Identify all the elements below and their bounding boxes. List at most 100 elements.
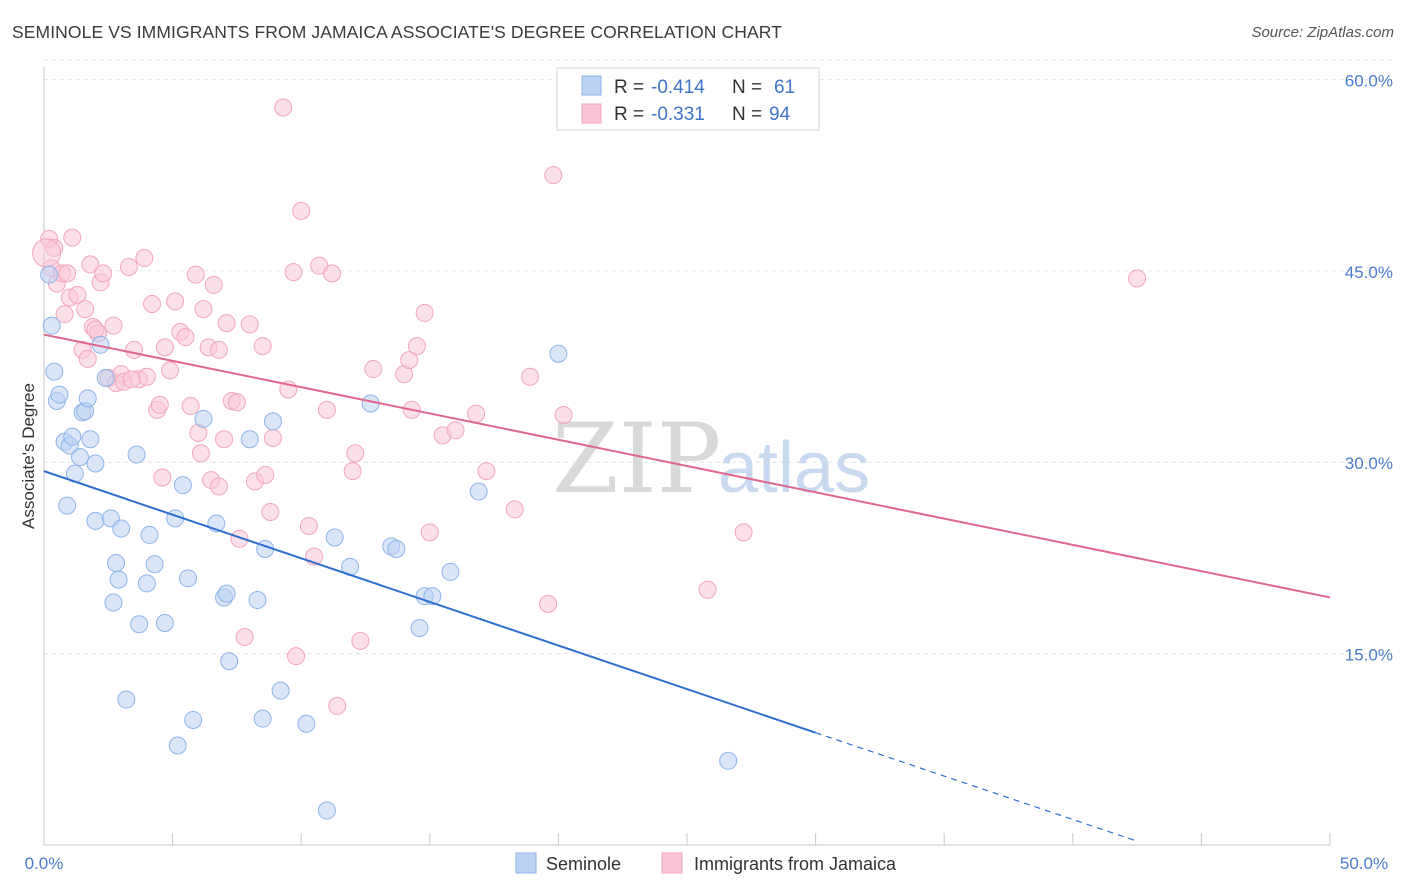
y-tick-labels: 15.0% 30.0% 45.0% 60.0% [1345, 71, 1393, 664]
data-point [719, 751, 738, 770]
watermark-atlas: atlas [718, 428, 870, 508]
data-point [1128, 269, 1147, 288]
data-point [194, 300, 213, 319]
data-point [184, 710, 203, 729]
data-point [271, 681, 290, 700]
data-point [227, 393, 246, 412]
data-point [410, 619, 429, 638]
data-point [76, 300, 95, 319]
data-point [467, 404, 486, 423]
data-point [299, 517, 318, 535]
chart-source: Source: ZipAtlas.com [1251, 24, 1394, 41]
data-point [284, 263, 303, 282]
data-point [230, 529, 249, 548]
data-point [441, 562, 460, 581]
data-point [96, 368, 115, 387]
data-point [63, 427, 82, 446]
data-point [45, 362, 64, 381]
data-point [256, 465, 275, 484]
data-point [107, 554, 126, 573]
data-point [248, 591, 267, 610]
data-point [263, 428, 282, 447]
y-tick-label: 30.0% [1345, 454, 1393, 473]
data-point [58, 496, 77, 515]
data-point [143, 294, 162, 313]
data-point [50, 385, 69, 404]
data-point [235, 628, 254, 647]
legend-n-jamaica: 94 [769, 104, 791, 125]
data-point [63, 228, 82, 247]
x-ticks [43, 833, 1331, 845]
data-point [155, 338, 174, 357]
data-point [119, 257, 138, 276]
data-point [240, 315, 259, 334]
data-point [130, 615, 149, 634]
data-point [217, 584, 236, 603]
data-point [346, 444, 365, 463]
data-point [539, 594, 558, 613]
data-point [127, 445, 146, 464]
data-point [78, 349, 97, 368]
data-point [86, 454, 105, 473]
bottom-legend-label-seminole: Seminole [546, 854, 621, 874]
legend-r-jamaica: -0.331 [651, 104, 705, 125]
data-point [420, 523, 439, 542]
data-point [194, 409, 213, 428]
data-point [292, 201, 311, 220]
data-point [343, 462, 362, 481]
data-point [58, 264, 77, 283]
data-point [209, 477, 228, 496]
data-point [253, 337, 272, 356]
data-point [153, 468, 172, 487]
data-point [122, 370, 141, 389]
legend-r-label-jamaica: R = [614, 104, 644, 125]
data-point [176, 328, 195, 347]
data-point [86, 511, 105, 530]
bottom-legend-label-jamaica: Immigrants from Jamaica [694, 854, 897, 874]
data-point [78, 389, 97, 408]
data-point [104, 593, 123, 612]
data-point [68, 286, 87, 305]
bottom-legend: Seminole Immigrants from Jamaica [515, 852, 897, 874]
legend: R = -0.414 N = 61 R = -0.331 N = 94 [556, 67, 820, 131]
legend-swatch-jamaica [581, 103, 602, 124]
data-point [253, 709, 272, 728]
data-point [86, 320, 105, 339]
data-point [112, 519, 131, 538]
data-point [215, 430, 234, 449]
legend-n-label-seminole: N = [732, 77, 762, 98]
trend-line-seminole-extension [815, 732, 1138, 842]
data-point [325, 528, 344, 547]
data-point [125, 340, 144, 359]
legend-n-seminole: 61 [774, 77, 795, 98]
legend-swatch-seminole [581, 75, 602, 96]
data-point [140, 525, 159, 544]
trend-line-jamaica [43, 333, 1331, 599]
legend-n-label-jamaica: N = [732, 104, 762, 125]
data-point [317, 801, 336, 820]
data-point [42, 316, 61, 335]
data-point [94, 264, 113, 283]
bottom-legend-swatch-seminole [515, 852, 537, 874]
data-point [387, 539, 406, 558]
data-point [55, 305, 74, 324]
data-point [173, 476, 192, 495]
watermark-zip: ZIP [552, 403, 721, 515]
data-point [104, 316, 123, 335]
data-point [179, 569, 198, 588]
data-point [137, 367, 156, 386]
data-point [734, 523, 753, 542]
data-point [168, 736, 187, 755]
y-tick-label: 15.0% [1345, 646, 1393, 665]
y-tick-label: 45.0% [1345, 263, 1393, 282]
series-seminole-points [40, 265, 738, 820]
legend-r-seminole: -0.414 [651, 77, 705, 98]
data-point [549, 344, 568, 363]
data-point [505, 500, 524, 519]
data-point [217, 314, 236, 333]
data-point [240, 430, 259, 449]
data-point [150, 395, 169, 414]
data-point [220, 652, 239, 671]
data-point [135, 249, 154, 268]
